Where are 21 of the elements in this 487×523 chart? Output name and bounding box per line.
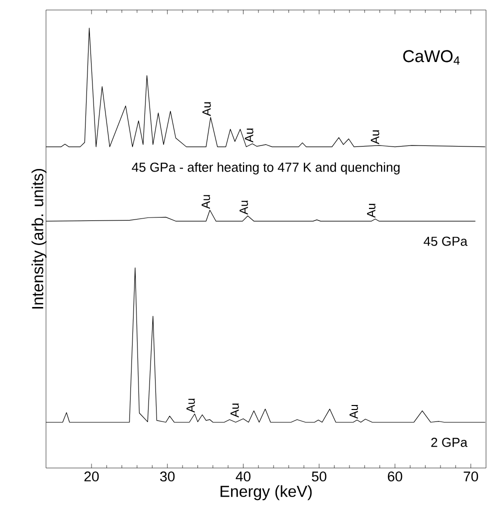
annotation: Au (230, 404, 239, 418)
x-tick-label: 70 (464, 472, 478, 482)
annotation: Au (367, 204, 376, 218)
series-label: 45 GPa - after heating to 477 K and quenching (132, 162, 400, 174)
x-tick-label: 40 (236, 472, 250, 482)
y-axis-title: Intensity (arb. units) (32, 169, 46, 309)
x-tick-label: 60 (388, 472, 402, 482)
x-tick-label: 30 (160, 472, 175, 482)
series-label: 2 GPa (431, 438, 468, 447)
annotation: Au (350, 404, 358, 419)
annotation: Au (202, 195, 210, 209)
series-label: 45 GPa (424, 236, 468, 246)
x-tick-label: 20 (84, 472, 99, 482)
x-axis-title: Energy (keV) (220, 485, 312, 500)
annotation: Au (370, 130, 380, 144)
annotation: Au (240, 200, 248, 215)
x-tick-label: 50 (312, 472, 326, 482)
annotation: CaWO$_{4}$ (403, 50, 460, 65)
annotation: Au (244, 128, 254, 142)
annotation: Au (186, 398, 195, 413)
annotation: Au (202, 102, 211, 116)
